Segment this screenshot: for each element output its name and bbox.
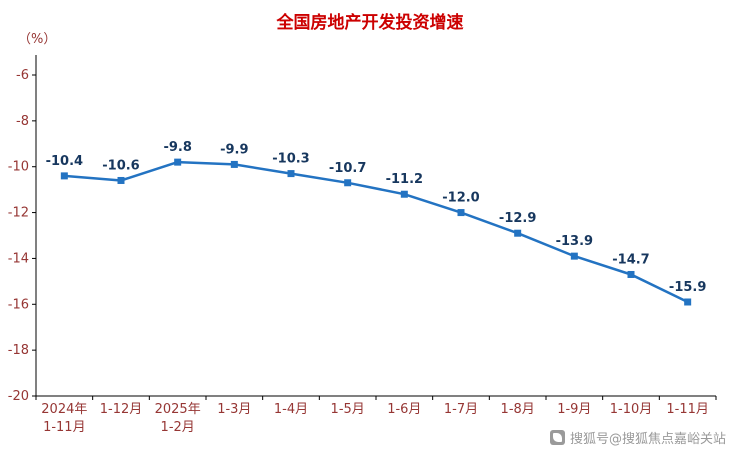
- data-point-marker: [627, 270, 635, 278]
- data-point-marker: [60, 172, 68, 180]
- y-tick-label: -18: [8, 343, 29, 358]
- watermark: 搜狐号@搜狐焦点嘉峪关站: [549, 428, 726, 447]
- x-tick-label: 1-8月: [501, 402, 535, 417]
- data-point-label: -10.4: [46, 154, 83, 169]
- data-point-marker: [230, 160, 238, 168]
- data-point-marker: [457, 209, 465, 217]
- y-tick-label: -10: [8, 160, 29, 175]
- x-tick-label: 1-11月: [43, 420, 86, 435]
- data-point-marker: [117, 176, 125, 184]
- data-point-marker: [400, 190, 408, 198]
- data-point-label: -12.0: [442, 191, 479, 206]
- data-point-label: -15.9: [669, 280, 706, 295]
- x-tick-label: 1-9月: [557, 402, 591, 417]
- x-tick-label: 2025年: [155, 402, 201, 417]
- y-tick-label: -20: [8, 389, 29, 404]
- data-point-marker: [684, 298, 692, 306]
- y-tick-label: -14: [8, 251, 29, 266]
- x-tick-label: 1-6月: [387, 402, 421, 417]
- sohu-logo-icon: [549, 430, 565, 445]
- data-point-marker: [514, 229, 522, 237]
- y-tick-label: -8: [16, 114, 29, 129]
- data-point-label: -9.9: [220, 142, 248, 157]
- y-tick-label: -16: [8, 297, 29, 312]
- y-tick-label: -12: [8, 206, 29, 221]
- data-point-label: -10.3: [272, 152, 309, 167]
- x-tick-label: 1-4月: [274, 402, 308, 417]
- x-tick-label: 2024年: [41, 402, 87, 417]
- data-point-marker: [344, 179, 352, 187]
- x-tick-label: 1-3月: [217, 402, 251, 417]
- y-axis-unit-label: （%）: [18, 32, 57, 47]
- data-point-label: -13.9: [556, 234, 593, 249]
- data-point-label: -14.7: [612, 252, 649, 267]
- data-point-label: -11.2: [386, 172, 423, 187]
- x-tick-label: 1-10月: [610, 402, 653, 417]
- data-point-marker: [287, 170, 295, 178]
- x-tick-label: 1-5月: [331, 402, 365, 417]
- x-tick-label: 1-12月: [100, 402, 143, 417]
- data-point-label: -10.6: [102, 158, 139, 173]
- y-tick-label: -6: [16, 68, 29, 83]
- x-tick-label: 1-2月: [161, 420, 195, 435]
- x-tick-label: 1-7月: [444, 402, 478, 417]
- x-tick-label: 1-11月: [666, 402, 709, 417]
- data-point-label: -10.7: [329, 161, 366, 176]
- series-line: [64, 160, 689, 304]
- data-point-label: -12.9: [499, 211, 536, 226]
- data-point-marker: [174, 158, 182, 166]
- data-point-label: -9.8: [163, 140, 191, 155]
- data-point-marker: [570, 252, 578, 260]
- watermark-text: 搜狐号@搜狐焦点嘉峪关站: [569, 432, 726, 447]
- chart-title: 全国房地产开发投资增速: [276, 13, 464, 33]
